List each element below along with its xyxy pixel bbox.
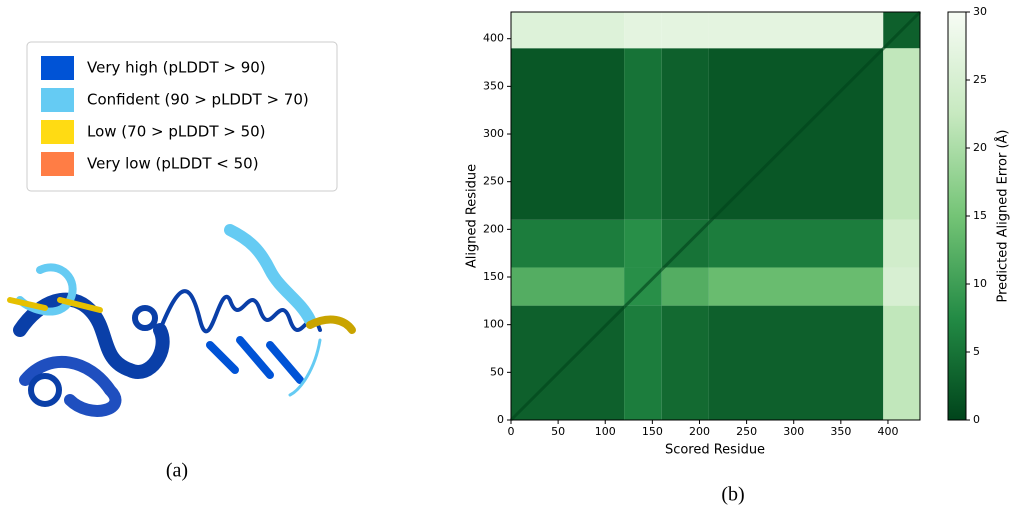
- legend-label: Very low (pLDDT < 50): [87, 155, 259, 173]
- heatmap-cell: [661, 219, 709, 268]
- colorbar-tick-label: 15: [973, 209, 987, 222]
- legend-swatch: [41, 88, 74, 112]
- legend-swatch: [41, 152, 74, 176]
- heatmap-cell: [883, 267, 920, 306]
- heatmap-cell: [708, 12, 884, 49]
- legend-swatch: [41, 120, 74, 144]
- y-tick-label: 200: [483, 222, 504, 235]
- y-axis-label: Aligned Residue: [465, 164, 480, 268]
- heatmap-cell: [624, 305, 662, 420]
- x-tick-label: 0: [508, 425, 515, 438]
- protein-structure: [7, 224, 356, 417]
- heatmap-cell: [624, 48, 662, 220]
- x-tick-label: 200: [689, 425, 710, 438]
- y-tick-label: 0: [497, 413, 504, 426]
- x-tick-label: 100: [595, 425, 616, 438]
- heatmap-cell: [708, 219, 884, 268]
- heatmap-cell: [624, 12, 662, 49]
- legend-swatch: [41, 56, 74, 80]
- heatmap-cell: [661, 48, 709, 220]
- y-tick-label: 350: [483, 79, 504, 92]
- x-tick-label: 50: [551, 425, 565, 438]
- legend-label: Confident (90 > pLDDT > 70): [87, 91, 309, 109]
- y-tick-label: 100: [483, 318, 504, 331]
- y-tick-label: 50: [490, 365, 504, 378]
- heatmap-cell: [883, 48, 920, 220]
- caption: (b): [721, 484, 744, 506]
- x-tick-label: 400: [877, 425, 898, 438]
- colorbar-tick-label: 0: [973, 413, 980, 426]
- x-tick-label: 250: [736, 425, 757, 438]
- heatmap-cell: [661, 12, 709, 49]
- x-tick-label: 350: [830, 425, 851, 438]
- heatmap-cell: [661, 267, 709, 306]
- heatmap-cell: [511, 12, 625, 49]
- heatmap-cell: [883, 305, 920, 420]
- heatmap-cell: [708, 267, 884, 306]
- legend-label: Very high (pLDDT > 90): [87, 59, 266, 77]
- caption: (a): [166, 460, 188, 482]
- x-tick-label: 300: [783, 425, 804, 438]
- colorbar: [947, 11, 967, 421]
- heatmap-cell: [661, 305, 709, 420]
- colorbar-tick-label: 30: [973, 5, 987, 18]
- colorbar-tick-label: 10: [973, 277, 987, 290]
- y-tick-label: 300: [483, 127, 504, 140]
- heatmap-cell: [883, 219, 920, 268]
- heatmap-cell: [708, 305, 884, 420]
- y-tick-label: 400: [483, 32, 504, 45]
- axes-frame: [510, 11, 921, 421]
- y-tick-label: 250: [483, 175, 504, 188]
- diagonal: [509, 10, 922, 422]
- colorbar-tick-label: 25: [973, 73, 987, 86]
- colorbar-tick-label: 20: [973, 141, 987, 154]
- heatmap-cell: [511, 48, 625, 220]
- heatmap-cell: [511, 267, 625, 306]
- heatmap-cell: [624, 219, 662, 268]
- y-tick-label: 150: [483, 270, 504, 283]
- colorbar-tick-label: 5: [973, 345, 980, 358]
- colorbar-label: Predicted Aligned Error (Å): [995, 129, 1011, 302]
- x-tick-label: 150: [642, 425, 663, 438]
- heatmap-cell: [511, 219, 625, 268]
- x-axis-label: Scored Residue: [665, 443, 765, 458]
- legend-box: [26, 41, 338, 192]
- legend-label: Low (70 > pLDDT > 50): [87, 123, 266, 141]
